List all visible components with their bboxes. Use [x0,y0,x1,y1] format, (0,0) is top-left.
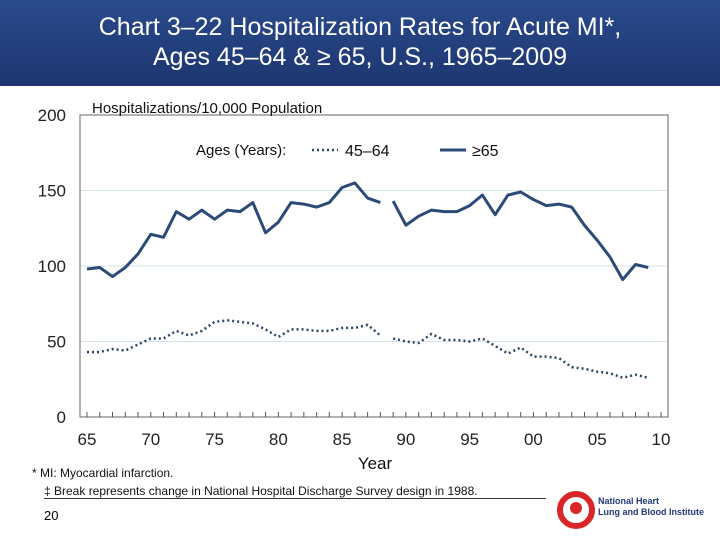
footnote-break: ‡ Break represents change in National Ho… [44,484,546,499]
x-axis-label: Year [358,454,393,473]
x-tick-label: 75 [205,430,224,449]
x-tick-label: 85 [333,430,352,449]
y-tick-label: 100 [38,257,66,276]
legend-title: Ages (Years): [196,142,286,159]
title-bar: Chart 3–22 Hospitalization Rates for Acu… [0,0,720,86]
x-tick-label: 80 [269,430,288,449]
chart-title-line2: Ages 45–64 & ≥ 65, U.S., 1965–2009 [152,43,568,71]
legend-label-65plus: ≥65 [472,143,499,160]
series-line-45-64 [392,332,649,379]
y-tick-label: 200 [38,106,66,125]
x-tick-label: 95 [460,430,479,449]
plot-frame [79,114,669,418]
x-tick-label: 05 [588,430,607,449]
x-tick-label: 90 [396,430,415,449]
series-line-65plus [391,190,649,282]
chart-title-line1: Chart 3–22 Hospitalization Rates for Acu… [98,13,622,41]
x-tick-label: 00 [524,430,543,449]
y-tick-label: 0 [57,408,66,427]
y-tick-label: 50 [47,333,66,352]
series-line-65plus [86,181,381,279]
legend-label-45-64: 45–64 [345,143,390,160]
nhlbi-heart-icon [557,491,595,529]
x-tick-label: 70 [141,430,160,449]
series-line-45-64 [87,319,382,354]
footnote-mi: * MI: Myocardial infarction. [32,466,174,480]
y-axis-label: Hospitalizations/10,000 Population [92,100,322,117]
slide-number: 20 [44,508,59,523]
x-tick-label: 10 [652,430,671,449]
nhlbi-logo: National Heart Lung and Blood Institute [556,490,716,530]
x-tick-label: 65 [78,430,97,449]
y-tick-label: 150 [38,182,66,201]
